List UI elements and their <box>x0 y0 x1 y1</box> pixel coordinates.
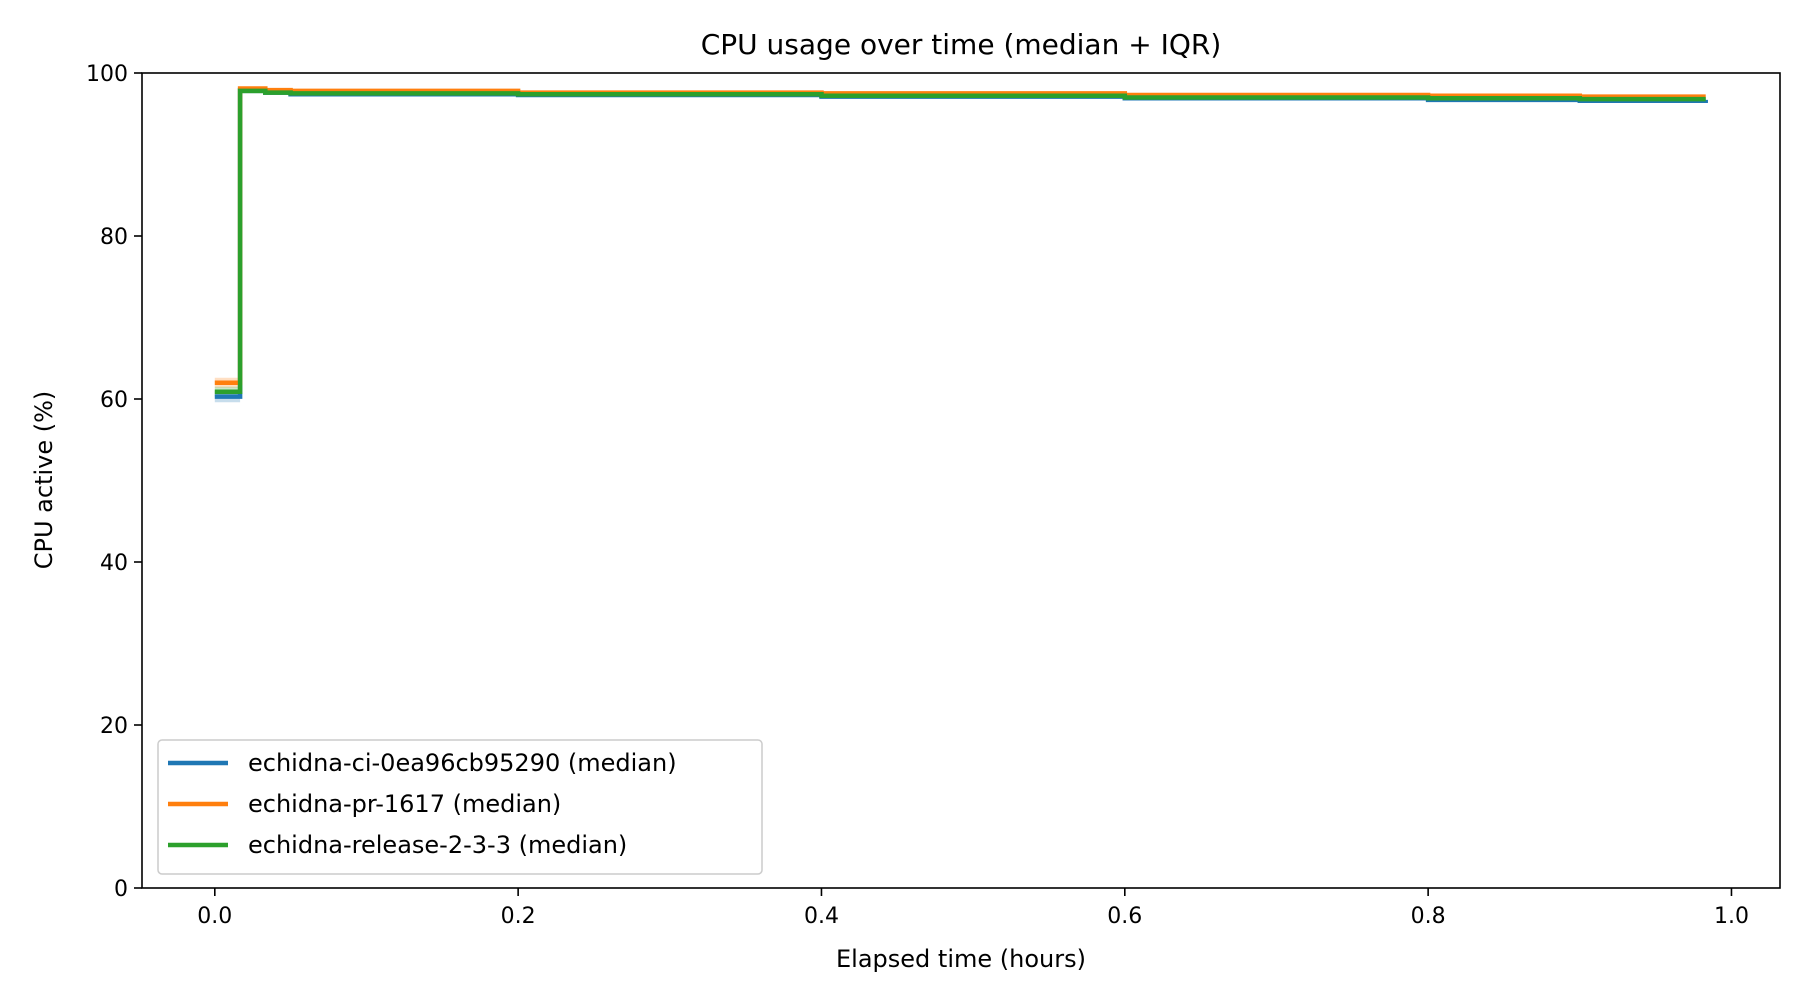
x-tick-label: 1.0 <box>1714 904 1749 929</box>
y-tick-label: 20 <box>100 714 128 739</box>
y-tick-label: 40 <box>100 551 128 576</box>
legend-label-1: echidna-pr-1617 (median) <box>248 790 561 818</box>
legend: echidna-ci-0ea96cb95290 (median) echidna-… <box>157 739 763 875</box>
y-tick-label: 80 <box>100 225 128 250</box>
x-tick-label: 0.6 <box>1107 904 1142 929</box>
legend-label-0: echidna-ci-0ea96cb95290 (median) <box>248 749 677 777</box>
legend-label-2: echidna-release-2-3-3 (median) <box>248 831 627 859</box>
series-2-median-line <box>214 88 1706 394</box>
plot-frame <box>141 72 1781 889</box>
x-tick-label: 0.4 <box>804 904 839 929</box>
y-axis-ticks: 0 20 40 60 80 100 <box>86 62 142 902</box>
y-tick-label: 0 <box>114 877 128 902</box>
chart-title: CPU usage over time (median + IQR) <box>701 28 1222 61</box>
x-tick-label: 0.8 <box>1411 904 1446 929</box>
x-tick-label: 0.2 <box>501 904 536 929</box>
x-axis-label: Elapsed time (hours) <box>836 945 1086 973</box>
x-axis-ticks: 0.0 0.2 0.4 0.6 0.8 1.0 <box>197 888 1749 929</box>
y-tick-label: 100 <box>86 62 128 87</box>
series-lines <box>214 86 1708 399</box>
x-tick-label: 0.0 <box>197 904 232 929</box>
y-tick-label: 60 <box>100 388 128 413</box>
legend-box <box>157 739 763 875</box>
y-axis-label: CPU active (%) <box>30 391 58 570</box>
